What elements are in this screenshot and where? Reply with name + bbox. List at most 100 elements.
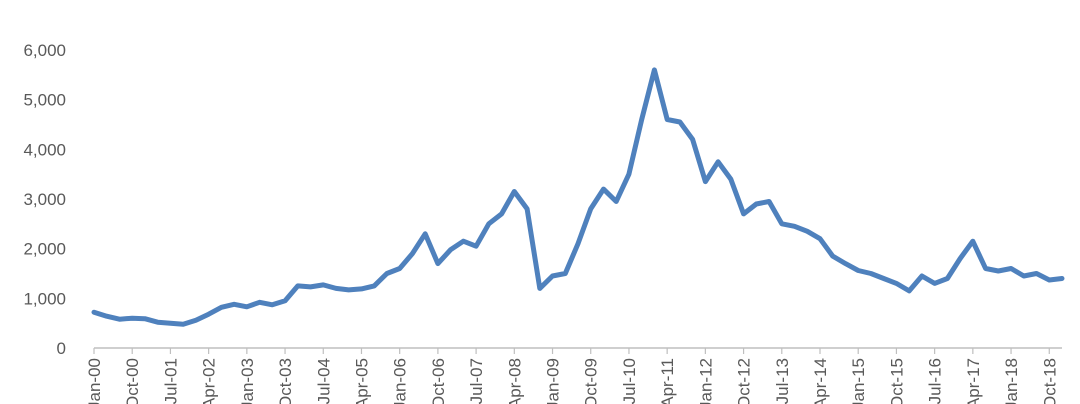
x-tick-label: Jan-12 xyxy=(696,358,715,404)
data-point xyxy=(474,244,478,248)
x-tick-label: Jan-18 xyxy=(1002,358,1021,404)
data-point xyxy=(971,239,975,243)
data-point xyxy=(258,300,262,304)
data-point xyxy=(754,202,758,206)
y-tick-label: 4,000 xyxy=(23,140,66,159)
x-tick-label: Oct-15 xyxy=(887,358,906,404)
data-point xyxy=(92,310,96,314)
data-point xyxy=(640,118,644,121)
data-point xyxy=(716,160,720,164)
data-point xyxy=(869,272,873,275)
data-point xyxy=(563,272,567,275)
x-tick-label: Apr-08 xyxy=(505,358,524,404)
x-tick-label: Apr-02 xyxy=(200,358,219,404)
data-point xyxy=(882,277,886,280)
data-point xyxy=(207,312,211,316)
data-point xyxy=(181,322,185,326)
data-point xyxy=(461,239,465,243)
data-point xyxy=(602,187,605,191)
x-tick-label: Jan-00 xyxy=(85,358,104,404)
series-line xyxy=(91,67,1065,327)
data-point xyxy=(156,320,160,324)
data-point xyxy=(894,281,898,285)
y-axis-ticks: 0 1,000 2,000 3,000 4,000 5,000 6,000 xyxy=(23,41,66,358)
data-point xyxy=(856,269,860,272)
x-tick-label: Apr-05 xyxy=(352,358,371,404)
data-point xyxy=(372,284,376,288)
data-point xyxy=(945,277,949,280)
x-tick-label: Jul-07 xyxy=(467,358,486,404)
data-point xyxy=(627,172,631,176)
data-point xyxy=(143,317,147,321)
data-point xyxy=(232,302,236,306)
data-point xyxy=(844,262,847,266)
x-tick-label: Oct-06 xyxy=(429,358,448,404)
data-point xyxy=(398,267,402,270)
x-tick-label: Apr-17 xyxy=(964,358,983,404)
data-point xyxy=(551,274,554,278)
data-point xyxy=(1009,267,1013,270)
data-point xyxy=(487,222,491,226)
x-tick-label: Oct-12 xyxy=(735,358,754,404)
y-tick-label: 5,000 xyxy=(23,91,66,110)
x-tick-label: Jul-10 xyxy=(620,358,639,404)
data-point xyxy=(729,177,733,181)
data-point xyxy=(614,200,618,203)
data-point xyxy=(334,286,338,290)
x-tick-label: Oct-00 xyxy=(123,358,142,404)
x-tick-label: Jan-09 xyxy=(544,358,563,404)
data-point xyxy=(576,242,580,246)
data-point xyxy=(512,190,516,193)
data-point xyxy=(1022,274,1026,278)
data-point xyxy=(436,262,440,266)
data-point xyxy=(665,118,669,121)
y-tick-label: 0 xyxy=(57,339,66,358)
y-tick-label: 6,000 xyxy=(23,41,66,60)
data-point xyxy=(245,305,249,309)
data-point xyxy=(818,237,822,241)
data-point xyxy=(500,212,504,216)
y-tick-label: 3,000 xyxy=(23,190,66,209)
data-point xyxy=(933,281,937,285)
data-point xyxy=(996,269,1000,273)
x-tick-label: Jan-15 xyxy=(849,358,868,404)
data-point xyxy=(780,222,784,226)
x-tick-label: Jul-04 xyxy=(314,358,333,404)
data-point xyxy=(742,212,746,216)
data-point xyxy=(1060,277,1064,280)
x-tick-label: Jul-13 xyxy=(773,358,792,404)
data-point xyxy=(321,283,325,287)
data-point xyxy=(805,229,809,233)
data-point xyxy=(130,316,134,320)
data-point xyxy=(194,318,198,322)
y-tick-label: 1,000 xyxy=(23,289,66,308)
data-point xyxy=(703,180,707,184)
data-point xyxy=(538,286,542,290)
data-point xyxy=(958,257,962,261)
data-point xyxy=(105,314,109,318)
data-point xyxy=(652,68,656,72)
series-group xyxy=(91,67,1065,327)
data-point xyxy=(907,289,911,293)
x-tick-label: Oct-18 xyxy=(1040,358,1059,404)
x-axis-ticks: Jan-00 Oct-00 Jul-01 Apr-02 Jan-03 Oct-03 Jul-… xyxy=(85,348,1059,404)
x-tick-label: Apr-14 xyxy=(811,358,830,404)
data-point xyxy=(360,287,363,291)
x-tick-label: Oct-03 xyxy=(276,358,295,404)
data-point xyxy=(920,274,924,278)
data-point xyxy=(678,120,682,124)
data-point xyxy=(270,303,274,307)
data-point xyxy=(984,267,988,270)
x-tick-label: Jan-06 xyxy=(391,358,410,404)
data-point xyxy=(283,299,287,303)
data-point xyxy=(449,248,453,252)
data-point xyxy=(168,321,172,325)
data-point xyxy=(1035,272,1038,275)
x-tick-label: Apr-11 xyxy=(658,358,677,404)
x-tick-label: Jul-16 xyxy=(926,358,945,404)
data-point xyxy=(589,207,593,211)
data-point xyxy=(767,200,771,203)
x-tick-label: Jan-03 xyxy=(238,358,257,404)
data-point xyxy=(296,284,300,288)
